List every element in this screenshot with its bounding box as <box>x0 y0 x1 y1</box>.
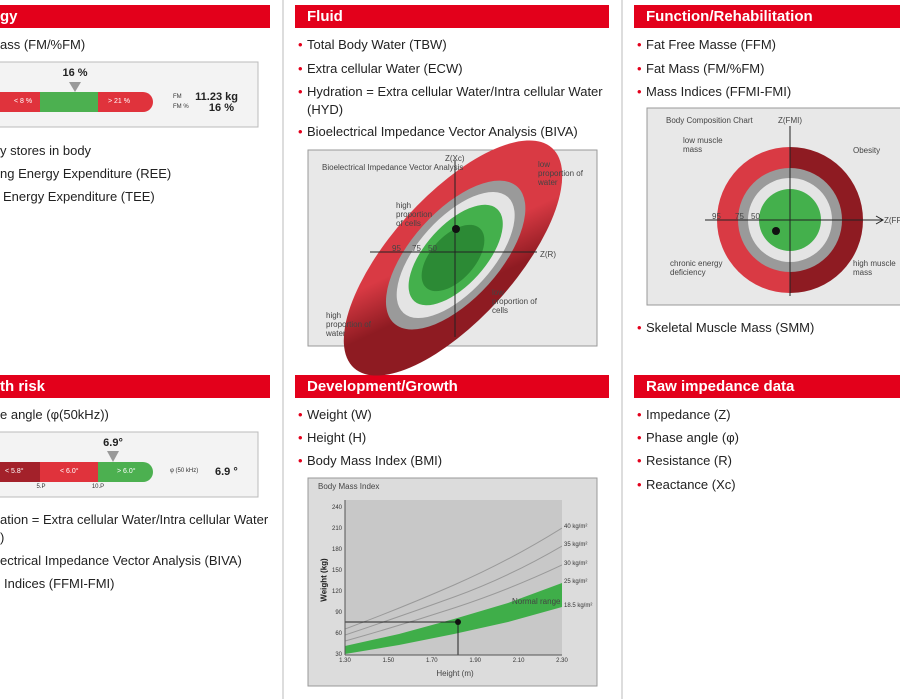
list-text: Indices (FFMI-FMI) <box>4 576 115 591</box>
tick-label: FM % <box>173 104 189 110</box>
tick-label: 5.P <box>36 484 46 490</box>
body-composition-chart <box>646 107 900 306</box>
tick-label: 1.30 <box>339 658 351 664</box>
chart-label: Z(R) <box>540 250 556 259</box>
tick-label: φ (50 kHz) <box>170 468 199 474</box>
tick-label: 150 <box>331 568 342 574</box>
list-text: ation = Extra cellular Water/Intra cellu… <box>0 512 269 527</box>
tick-label: 120 <box>331 589 342 595</box>
widget-value: 6.9 ° <box>215 466 238 478</box>
section-title: Function/Rehabilitation <box>646 8 813 25</box>
chart-label: Normal range <box>512 597 561 606</box>
widget-value: 11.23 kg <box>195 91 238 103</box>
chart-label: Z(FMI) <box>778 116 802 125</box>
tick-label: 90 <box>335 610 342 616</box>
chart-label: Body Composition Chart <box>666 116 753 125</box>
segment-label: > 21 % <box>108 98 130 105</box>
chart-label: 95 <box>392 244 401 253</box>
list-item: Total Body Water (TBW) <box>298 36 447 54</box>
chart-label: low muscle mass <box>683 136 723 154</box>
header-bars <box>0 5 900 398</box>
widget-value: 16 % <box>62 67 88 79</box>
list-text: ass (FM/%FM) <box>0 37 86 52</box>
bmi-chart <box>307 477 598 687</box>
chart-label: 75 <box>412 244 421 253</box>
list-item: Hydration = Extra cellular Water/Intra c… <box>298 83 607 119</box>
list-item: Extra cellular Water (ECW) <box>298 60 463 78</box>
chart-label: Body Mass Index <box>318 482 380 491</box>
list-item: Weight (W) <box>298 406 372 424</box>
tick-label: 18.5 kg/m² <box>564 603 593 609</box>
section-title: Raw impedance data <box>646 378 795 395</box>
list-text: Energy Expenditure (TEE) <box>3 189 155 204</box>
chart-label: high proportion of cells <box>396 201 433 228</box>
list-item: Phase angle (φ) <box>637 429 739 447</box>
chart-label: Z(Xc) <box>445 154 465 163</box>
list-item: Resistance (R) <box>637 452 732 470</box>
list-item: Mass Indices (FFMI-FMI) <box>637 83 791 101</box>
list-item: Bioelectrical Impedance Vector Analysis … <box>298 123 578 141</box>
tick-label: FM <box>173 94 182 100</box>
tick-label: 25 kg/m² <box>564 579 588 585</box>
chart-label: 50 <box>428 244 437 253</box>
list-item: Fat Mass (FM/%FM) <box>637 60 764 78</box>
fm-widget <box>0 61 259 128</box>
phase-widget <box>0 431 259 498</box>
list-item: Fat Free Masse (FFM) <box>637 36 776 54</box>
tick-label: 1.90 <box>469 658 482 664</box>
list-text: ng Energy Expenditure (REE) <box>0 166 172 181</box>
tick-label: 180 <box>331 547 342 553</box>
chart-label: 75 <box>735 212 744 221</box>
chart-label: 50 <box>751 212 760 221</box>
tick-label: 30 <box>335 652 342 658</box>
chart-label: Height (m) <box>436 669 474 678</box>
axis-label: Weight (kg) <box>319 558 329 602</box>
segment-label: > 6.0° <box>117 468 136 475</box>
tick-label: 60 <box>335 631 342 637</box>
list-item: Height (H) <box>298 429 366 447</box>
chart-label: chronic energy deficiency <box>670 259 723 277</box>
section-title: th risk <box>0 378 46 395</box>
chart-label: Bioelectrical Impedance Vector Analysis <box>322 163 464 172</box>
list-item: Reactance (Xc) <box>637 476 736 494</box>
list-item: Impedance (Z) <box>637 406 730 424</box>
widget-value: 16 % <box>208 102 234 114</box>
tick-label: 2.10 <box>512 658 525 664</box>
list-item: Skeletal Muscle Mass (SMM) <box>637 319 814 337</box>
tick-label: 10.P <box>91 484 105 490</box>
tick-label: 30 kg/m² <box>564 561 588 567</box>
segment-label: < 6.0° <box>60 468 79 475</box>
list-text: ) <box>0 530 5 545</box>
segment-label: < 8 % <box>14 98 33 105</box>
tick-label: 240 <box>331 505 342 511</box>
list-text: e angle (φ(50kHz)) <box>0 407 109 422</box>
chart-label: low proportion of cells <box>492 288 537 315</box>
chart-label: Obesity <box>853 146 881 155</box>
tick-label: 2.30 <box>556 658 568 664</box>
segment-label: < 5.8° <box>5 468 24 475</box>
list-text: y stores in body <box>0 143 92 158</box>
tick-label: 1.70 <box>425 658 438 664</box>
section-title: gy <box>0 8 18 25</box>
tick-label: 40 kg/m² <box>564 524 588 530</box>
tick-label: 1.50 <box>382 658 395 664</box>
chart-label: 95 <box>712 212 721 221</box>
tick-label: 210 <box>331 526 342 532</box>
biva-chart <box>307 140 598 376</box>
widget-value: 6.9° <box>103 437 123 449</box>
tick-label: 35 kg/m² <box>564 542 588 548</box>
chart-label: Z(FF <box>884 216 900 225</box>
chart-label: high proportion of water <box>326 311 371 338</box>
chart-label: low proportion of water <box>538 160 583 187</box>
section-title: Development/Growth <box>307 378 458 395</box>
list-item: Body Mass Index (BMI) <box>298 452 442 470</box>
chart-label: high muscle mass <box>853 259 896 277</box>
list-text: ectrical Impedance Vector Analysis (BIVA… <box>0 553 242 568</box>
section-title: Fluid <box>307 8 343 25</box>
